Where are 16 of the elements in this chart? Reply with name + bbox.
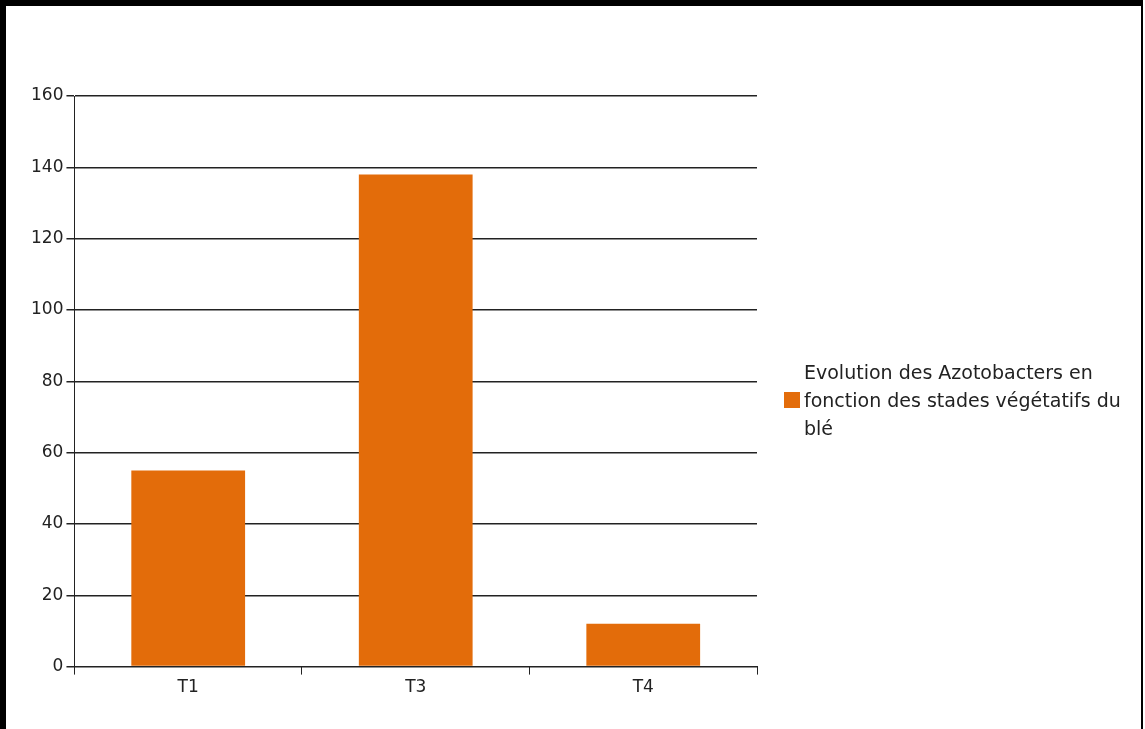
bar <box>358 174 473 666</box>
y-tick-label: 80 <box>41 369 64 390</box>
y-tick-label: 40 <box>41 512 64 533</box>
y-tick-label: 160 <box>30 84 64 105</box>
legend-label: Evolution des Azotobacters en fonction des stades végétatifs du blé <box>804 360 1122 441</box>
x-tick-label: T3 <box>404 676 427 697</box>
y-tick-label: 0 <box>52 655 64 676</box>
y-tick-label: 100 <box>30 298 64 319</box>
x-tick-label: T1 <box>176 676 199 697</box>
y-tick-label: 140 <box>30 155 64 176</box>
y-tick-label: 120 <box>30 227 64 248</box>
y-tick-label: 20 <box>41 583 64 604</box>
bar <box>131 470 246 666</box>
y-tick-label: 60 <box>41 441 64 462</box>
x-tick-label: T4 <box>631 676 654 697</box>
bar <box>586 623 701 666</box>
